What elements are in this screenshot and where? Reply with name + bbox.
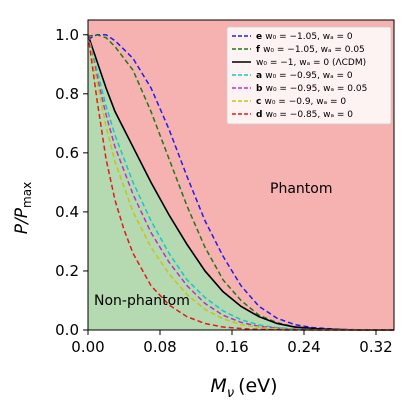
x-tick-label: 0.16 <box>215 338 248 356</box>
legend-entry: f w₀ = −1.05, wₐ = 0.05 <box>256 45 365 55</box>
x-tick-label: 0.00 <box>71 338 104 356</box>
series-line-d <box>87 34 394 331</box>
y-tick-label: 0.4 <box>55 203 79 221</box>
legend-entry: b w₀ = −0.95, wₐ = 0.05 <box>256 84 367 94</box>
y-tick-label: 1.0 <box>55 26 79 44</box>
plot-frame <box>87 19 395 331</box>
region-label-phantom: Phantom <box>270 181 332 197</box>
legend-entry: w₀ = −1, wₐ = 0 (ΛCDM) <box>256 58 366 68</box>
axes: 0.00 0.08 0.16 0.24 0.32 0.0 0.2 0.4 0.6 0.8 1.0 <box>55 19 395 356</box>
series-line-b <box>87 34 394 331</box>
y-tick-label: 0.2 <box>55 262 79 280</box>
x-tick-label: 0.32 <box>359 338 392 356</box>
y-tick-label: 0.0 <box>55 321 79 339</box>
x-tick-label: 0.08 <box>143 338 176 356</box>
legend-entry: d w₀ = −0.85, wₐ = 0 <box>256 110 353 120</box>
series-line-e <box>87 34 394 331</box>
legend-entry: e w₀ = −1.05, wₐ = 0 <box>256 32 353 42</box>
legend-box <box>226 26 392 125</box>
series-line-lcdm <box>87 34 394 331</box>
legend-entry: a w₀ = −0.95, wₐ = 0 <box>256 71 353 81</box>
y-tick-label: 0.8 <box>55 85 79 103</box>
x-axis-label: Mν (eV) <box>210 375 277 401</box>
y-axis-label: P/Pmax <box>12 182 34 234</box>
y-tick-label: 0.6 <box>55 144 79 162</box>
x-tick-label: 0.24 <box>287 338 320 356</box>
non-phantom-region <box>88 34 394 330</box>
legend: e w₀ = −1.05, wₐ = 0 f w₀ = −1.05, wₐ = 0… <box>226 26 392 125</box>
legend-entry: c w₀ = −0.9, wₐ = 0 <box>256 97 346 107</box>
region-label-non-phantom: Non-phantom <box>94 293 190 309</box>
series-line-c <box>87 34 394 331</box>
